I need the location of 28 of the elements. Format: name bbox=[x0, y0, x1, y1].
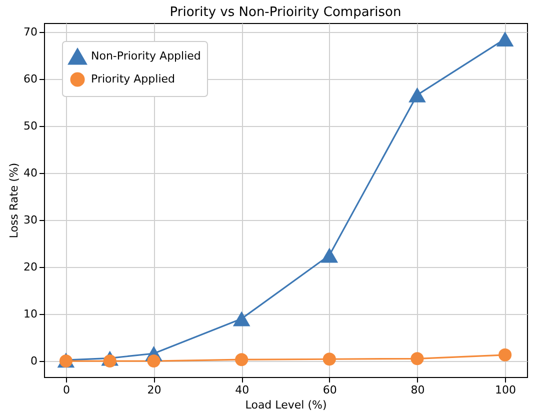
point bbox=[496, 31, 514, 46]
y-tick-label: 60 bbox=[24, 72, 38, 86]
y-tick-label: 0 bbox=[30, 354, 38, 368]
point bbox=[408, 87, 426, 102]
x-tick-label: 40 bbox=[235, 384, 250, 396]
y-tick-label: 70 bbox=[24, 25, 38, 38]
point bbox=[235, 353, 248, 366]
y-tick-label: 20 bbox=[24, 260, 38, 274]
point bbox=[498, 348, 512, 362]
x-tick-label: 80 bbox=[410, 384, 425, 396]
chart-title: Priority vs Non-Prioirity Comparison bbox=[170, 5, 402, 20]
legend-label: Non-Priority Applied bbox=[91, 50, 201, 62]
legend-label: Priority Applied bbox=[91, 72, 175, 86]
y-tick-label: 10 bbox=[24, 308, 38, 321]
y-tick-label: 50 bbox=[24, 119, 38, 132]
point bbox=[147, 354, 160, 368]
x-tick-label: 20 bbox=[147, 384, 162, 396]
point bbox=[322, 352, 336, 366]
y-tick-label: 40 bbox=[24, 166, 38, 180]
x-axis-title: Load Level (%) bbox=[245, 398, 327, 412]
x-tick-label: 0 bbox=[62, 384, 70, 396]
point bbox=[232, 311, 250, 326]
y-axis-title: Loss Rate (%) bbox=[8, 162, 21, 238]
x-tick-label: 100 bbox=[495, 384, 516, 396]
point bbox=[410, 352, 424, 366]
point bbox=[320, 248, 338, 263]
y-tick-label: 30 bbox=[24, 213, 38, 226]
x-tick-label: 60 bbox=[322, 384, 337, 396]
